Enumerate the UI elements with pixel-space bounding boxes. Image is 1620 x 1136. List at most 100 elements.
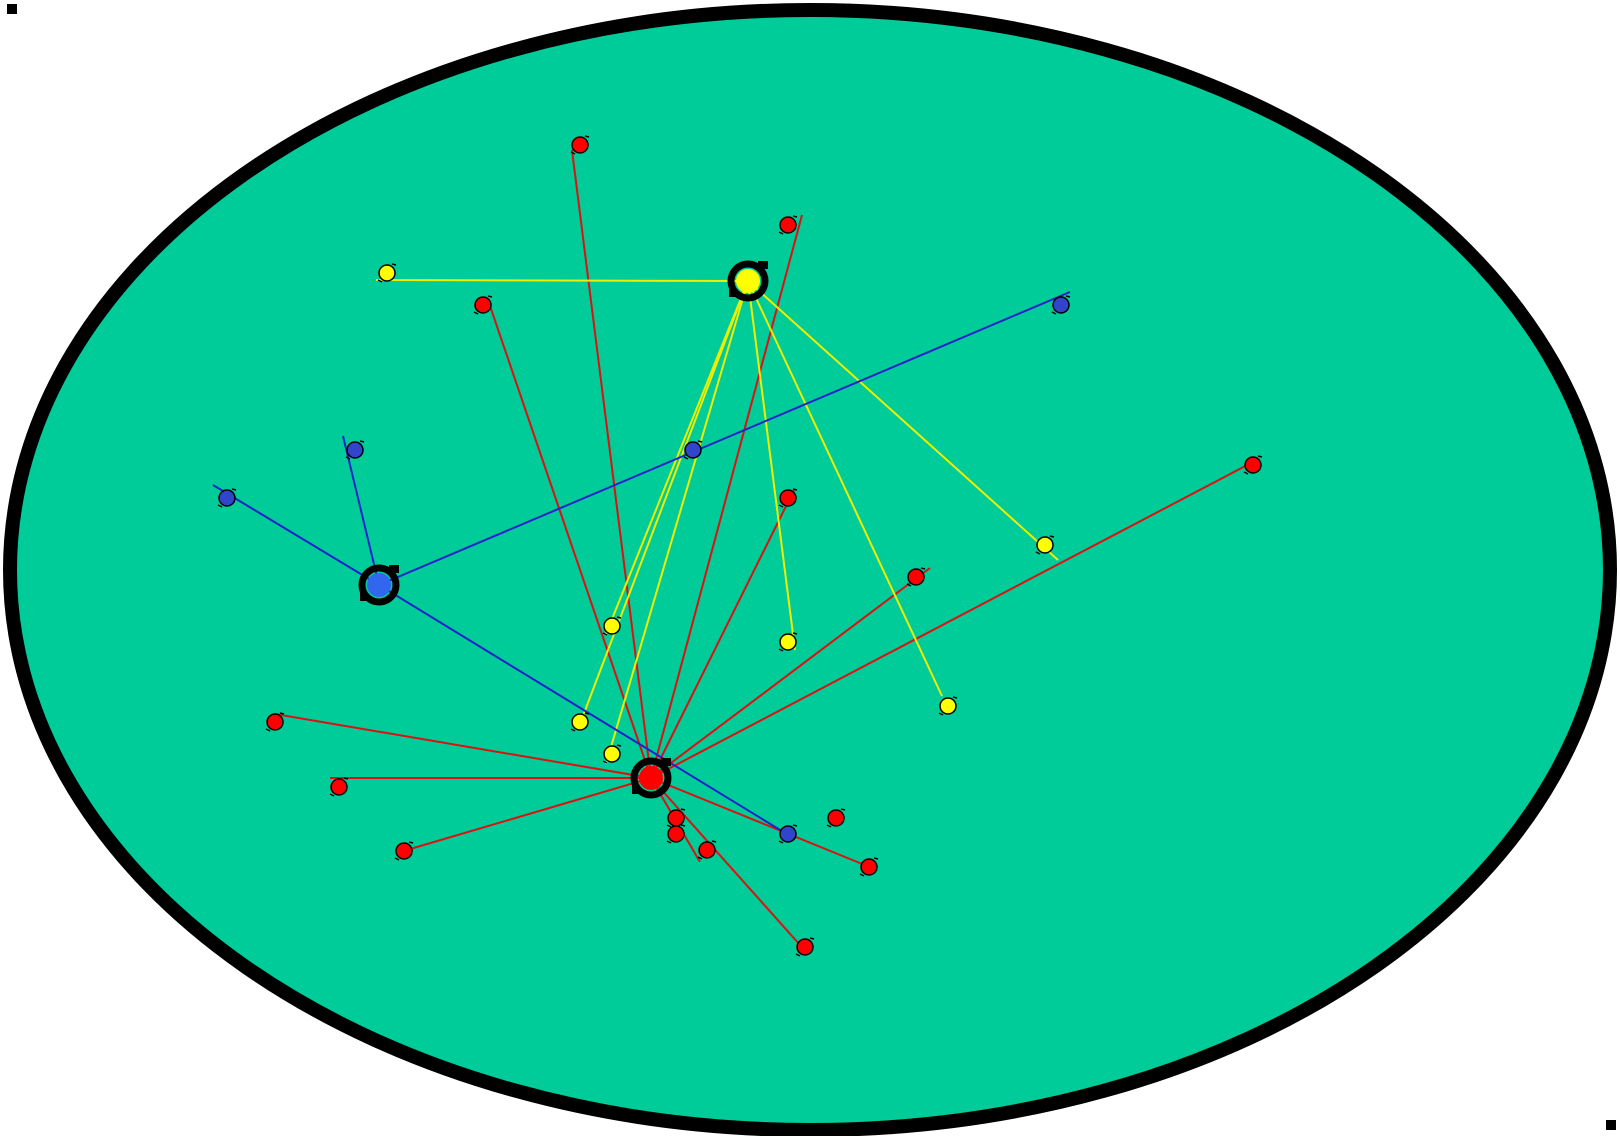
blue-node-dot [779,825,797,843]
yellow-node-3 [602,616,622,636]
red-node-dot [330,778,348,796]
links-layer [212,149,1254,946]
red-node-dot [1244,456,1262,474]
blue-node-dot [684,441,702,459]
red-node-dot [266,713,284,731]
blue-hub-dot [367,573,391,597]
yellow-node-dot [571,713,589,731]
small-black-tick-icon [666,824,686,844]
yellow-node-dot [603,617,621,635]
blue-node-dot [346,441,364,459]
red-node-14 [859,857,879,877]
yellow-link-1 [375,279,749,282]
red-node-1 [570,135,590,155]
blue-node-5 [778,824,798,844]
red-node-dot [395,842,413,860]
black-ring-icon [727,260,769,302]
red-hub-dot [639,766,663,790]
blue-node-3 [1051,295,1071,315]
blue-link-1 [342,435,380,586]
red-node-dot [860,858,878,876]
blue-node-1 [345,440,365,460]
small-black-tick-icon [394,841,414,861]
blue-node-4 [683,440,703,460]
red-node-13 [826,808,846,828]
small-black-tick-icon [683,440,703,460]
yellow-link-5 [747,280,943,697]
yellow-node-7 [602,744,622,764]
yellow-link-6 [582,280,749,717]
blue-link-2 [212,484,380,586]
yellow-node-dot [378,264,396,282]
red-link-5 [650,567,931,779]
yellow-link-4 [747,280,796,651]
yellow-node-dot [603,745,621,763]
red-node-dot [796,938,814,956]
corner-marker-bottom-right [1606,1120,1616,1130]
red-node-10 [666,808,686,828]
small-black-tick-icon [1035,535,1055,555]
blue-node-dot [218,489,236,507]
small-black-tick-icon [473,295,493,315]
small-black-tick-icon [778,215,798,235]
blue-link-5 [378,584,791,837]
small-black-tick-icon [1051,295,1071,315]
board-ellipse [3,3,1617,1136]
red-node-dot [571,136,589,154]
red-node-8 [329,777,349,797]
yellow-node-dot [1036,536,1054,554]
board-layer [3,3,1617,1136]
small-black-tick-icon [906,567,926,587]
red-hub [630,757,672,799]
red-node-dot [827,809,845,827]
small-black-tick-icon [265,712,285,732]
red-node-3 [473,295,493,315]
red-node-2 [778,215,798,235]
black-ring-icon [358,564,400,606]
red-node-dot [474,296,492,314]
small-black-tick-icon [1243,455,1263,475]
red-link-14 [650,777,878,871]
red-node-4 [778,488,798,508]
yellow-node-4 [778,632,798,652]
yellow-node-2 [1035,535,1055,555]
hub-corner-mark [389,565,399,573]
small-black-tick-icon [345,440,365,460]
red-link-9 [399,777,652,853]
blue-node-dot [1052,296,1070,314]
red-node-6 [1243,455,1263,475]
small-black-tick-icon [666,808,686,828]
red-node-dot [667,825,685,843]
black-ring-icon [630,757,672,799]
small-black-tick-icon [778,488,798,508]
red-node-12 [697,840,717,860]
small-black-tick-icon [697,840,717,860]
hub-corner-mark [758,261,768,269]
hub-corner-mark [729,289,737,297]
blue-node-2 [217,488,237,508]
yellow-link-7 [605,280,749,765]
red-node-dot [779,216,797,234]
small-black-tick-icon [329,777,349,797]
red-link-4 [650,489,795,779]
small-black-tick-icon [570,135,590,155]
nodes-layer [217,135,1263,957]
red-link-1 [571,149,652,779]
yellow-node-5 [938,696,958,716]
red-link-2 [650,214,803,779]
red-node-dot [667,809,685,827]
red-node-5 [906,567,926,587]
yellow-node-1 [377,263,397,283]
small-black-tick-icon [826,808,846,828]
small-black-tick-icon [859,857,879,877]
blue-link-3 [378,291,1071,586]
hub-corner-mark [360,593,368,601]
blue-hub [358,564,400,606]
yellow-node-6 [570,712,590,732]
small-black-tick-icon [778,632,798,652]
red-node-dot [779,489,797,507]
red-node-9 [394,841,414,861]
red-link-7 [274,713,652,779]
